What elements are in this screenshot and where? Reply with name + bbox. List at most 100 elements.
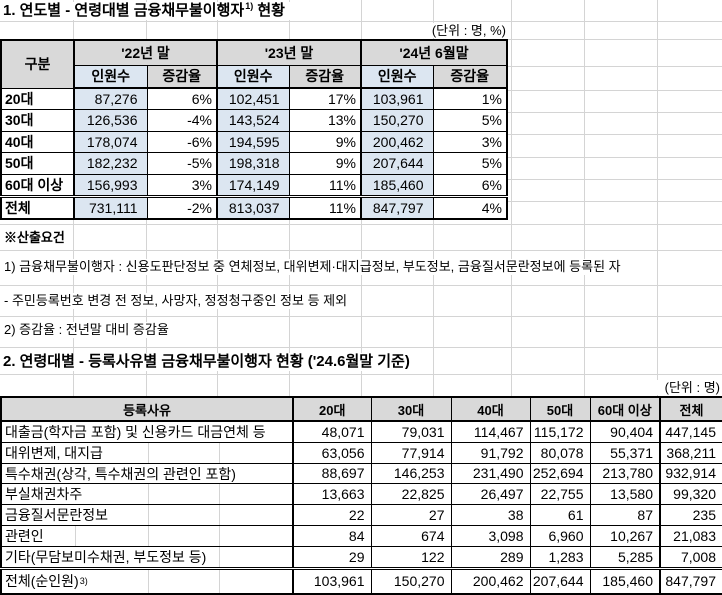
value-cell: 29 bbox=[292, 545, 372, 569]
section1-title-text: 1. 연도별 - 연령대별 금융채무불이행자 bbox=[3, 2, 245, 19]
row-label: 30대 bbox=[0, 109, 75, 132]
row-label: 금융질서문란정보 bbox=[0, 504, 294, 526]
value-cell: 126,536 bbox=[73, 109, 148, 132]
row-label: 50대 bbox=[0, 152, 75, 175]
value-cell: 48,071 bbox=[292, 420, 372, 443]
value-cell: 103,961 bbox=[292, 566, 372, 595]
value-cell: 200,462 bbox=[360, 130, 434, 153]
age-header: 30대 bbox=[370, 396, 452, 422]
period-header-2024: '24년 6월말 bbox=[360, 39, 508, 66]
age-header: 40대 bbox=[450, 396, 531, 422]
value-cell: 231,490 bbox=[450, 462, 531, 485]
period-header-2023: '23년 말 bbox=[216, 39, 362, 66]
section2-title: 2. 연령대별 - 등록사유별 금융채무불이행자 현황 ('24.6월말 기준) bbox=[1, 353, 416, 371]
value-cell: 79,031 bbox=[370, 420, 452, 443]
value-cell: 207,644 bbox=[529, 566, 591, 595]
value-cell: 1% bbox=[432, 87, 508, 110]
value-cell: 13,663 bbox=[292, 483, 372, 506]
value-cell: 11% bbox=[288, 173, 362, 197]
value-cell: 847,797 bbox=[659, 566, 722, 595]
gridline-horizontal bbox=[0, 224, 722, 225]
value-cell: 146,253 bbox=[370, 462, 452, 485]
gridline-horizontal bbox=[0, 21, 722, 22]
value-cell: 143,524 bbox=[216, 109, 290, 132]
row-label: 20대 bbox=[0, 87, 75, 110]
value-cell: 185,460 bbox=[589, 566, 661, 595]
row-label: 60대 이상 bbox=[0, 173, 75, 197]
row-label: 기타(무담보미수채권, 부도정보 등) bbox=[0, 545, 294, 569]
value-cell: 102,451 bbox=[216, 87, 290, 110]
value-cell: 3% bbox=[146, 173, 218, 197]
value-cell: 207,644 bbox=[360, 152, 434, 175]
value-cell: 150,270 bbox=[360, 109, 434, 132]
table-row: 금융질서문란정보 22 27 38 61 87 235 bbox=[0, 504, 722, 526]
value-cell: -6% bbox=[146, 130, 218, 153]
value-cell: 932,914 bbox=[659, 462, 722, 485]
section1-title-tail: 현황 bbox=[253, 2, 285, 19]
value-cell: 5% bbox=[432, 152, 508, 175]
value-cell: 1,283 bbox=[529, 545, 591, 569]
value-cell: 7,008 bbox=[659, 545, 722, 569]
value-cell: 6% bbox=[146, 87, 218, 110]
value-cell: 289 bbox=[450, 545, 531, 569]
table-row: 대출금(학자금 포함) 및 신용카드 대금연체 등 48,071 79,031 … bbox=[0, 420, 722, 443]
table-row: 30대 126,536 -4% 143,524 13% 150,270 5% bbox=[0, 109, 508, 132]
table-row: 특수채권(상각, 특수채권의 관련인 포함) 88,697 146,253 23… bbox=[0, 462, 722, 485]
value-cell: 91,792 bbox=[450, 441, 531, 464]
value-cell: 6% bbox=[432, 173, 508, 197]
value-cell: 9% bbox=[288, 130, 362, 153]
value-cell: 198,318 bbox=[216, 152, 290, 175]
count-header: 인원수 bbox=[73, 64, 148, 89]
value-cell: 115,172 bbox=[529, 420, 591, 443]
table-row: 관련인 84 674 3,098 6,960 10,267 21,083 bbox=[0, 524, 722, 547]
section1-unit-label: (단위 : 명, %) bbox=[400, 23, 506, 38]
value-cell: 122 bbox=[370, 545, 452, 569]
value-cell: -5% bbox=[146, 152, 218, 175]
row-label: 대출금(학자금 포함) 및 신용카드 대금연체 등 bbox=[0, 420, 294, 443]
value-cell: 5% bbox=[432, 109, 508, 132]
value-cell: 813,037 bbox=[216, 194, 290, 219]
age-header: 60대 이상 bbox=[589, 396, 661, 422]
value-cell: 847,797 bbox=[360, 194, 434, 219]
value-cell: 178,074 bbox=[73, 130, 148, 153]
row-label: 전체(순인원) 3) bbox=[0, 566, 294, 595]
gridline-horizontal bbox=[0, 285, 722, 286]
gridline-vertical bbox=[361, 0, 362, 595]
row-label: 40대 bbox=[0, 130, 75, 153]
value-cell: 90,404 bbox=[589, 420, 661, 443]
footnote-ref-1: 1) bbox=[245, 1, 254, 11]
value-cell: 174,149 bbox=[216, 173, 290, 197]
row-label: 부실채권차주 bbox=[0, 483, 294, 506]
table-row: 20대 87,276 6% 102,451 17% 103,961 1% bbox=[0, 87, 508, 110]
value-cell: 185,460 bbox=[360, 173, 434, 197]
gridline-vertical bbox=[584, 0, 585, 595]
table-total-row: 전체(순인원) 3) 103,961 150,270 200,462 207,64… bbox=[0, 566, 722, 595]
table-row: 부실채권차주 13,663 22,825 26,497 22,755 13,58… bbox=[0, 483, 722, 506]
value-cell: 156,993 bbox=[73, 173, 148, 197]
table-header-row: 등록사유 20대 30대 40대 50대 60대 이상 전체 bbox=[0, 396, 722, 422]
table-total-row: 전체 731,111 -2% 813,037 11% 847,797 4% bbox=[0, 194, 508, 219]
value-cell: 13,580 bbox=[589, 483, 661, 506]
reason-age-table: 등록사유 20대 30대 40대 50대 60대 이상 전체 대출금(학자금 포… bbox=[0, 396, 722, 595]
value-cell: 4% bbox=[432, 194, 508, 219]
value-cell: 21,083 bbox=[659, 524, 722, 547]
value-cell: 5,285 bbox=[589, 545, 661, 569]
value-cell: 22,755 bbox=[529, 483, 591, 506]
note-line: - 주민등록번호 변경 전 정보, 사망자, 정정청구중인 정보 등 제외 bbox=[1, 293, 353, 309]
value-cell: 6,960 bbox=[529, 524, 591, 547]
gridline-horizontal bbox=[0, 316, 722, 317]
value-cell: 22 bbox=[292, 504, 372, 526]
value-cell: 22,825 bbox=[370, 483, 452, 506]
value-cell: 150,270 bbox=[370, 566, 452, 595]
value-cell: 80,078 bbox=[529, 441, 591, 464]
notes-heading: ※산출요건 bbox=[1, 230, 70, 246]
rate-header: 증감율 bbox=[146, 64, 218, 89]
value-cell: 10,267 bbox=[589, 524, 661, 547]
value-cell: 252,694 bbox=[529, 462, 591, 485]
value-cell: 87,276 bbox=[73, 87, 148, 110]
gridline-horizontal bbox=[0, 374, 722, 375]
value-cell: -2% bbox=[146, 194, 218, 219]
value-cell: 368,211 bbox=[659, 441, 722, 464]
value-cell: 55,371 bbox=[589, 441, 661, 464]
